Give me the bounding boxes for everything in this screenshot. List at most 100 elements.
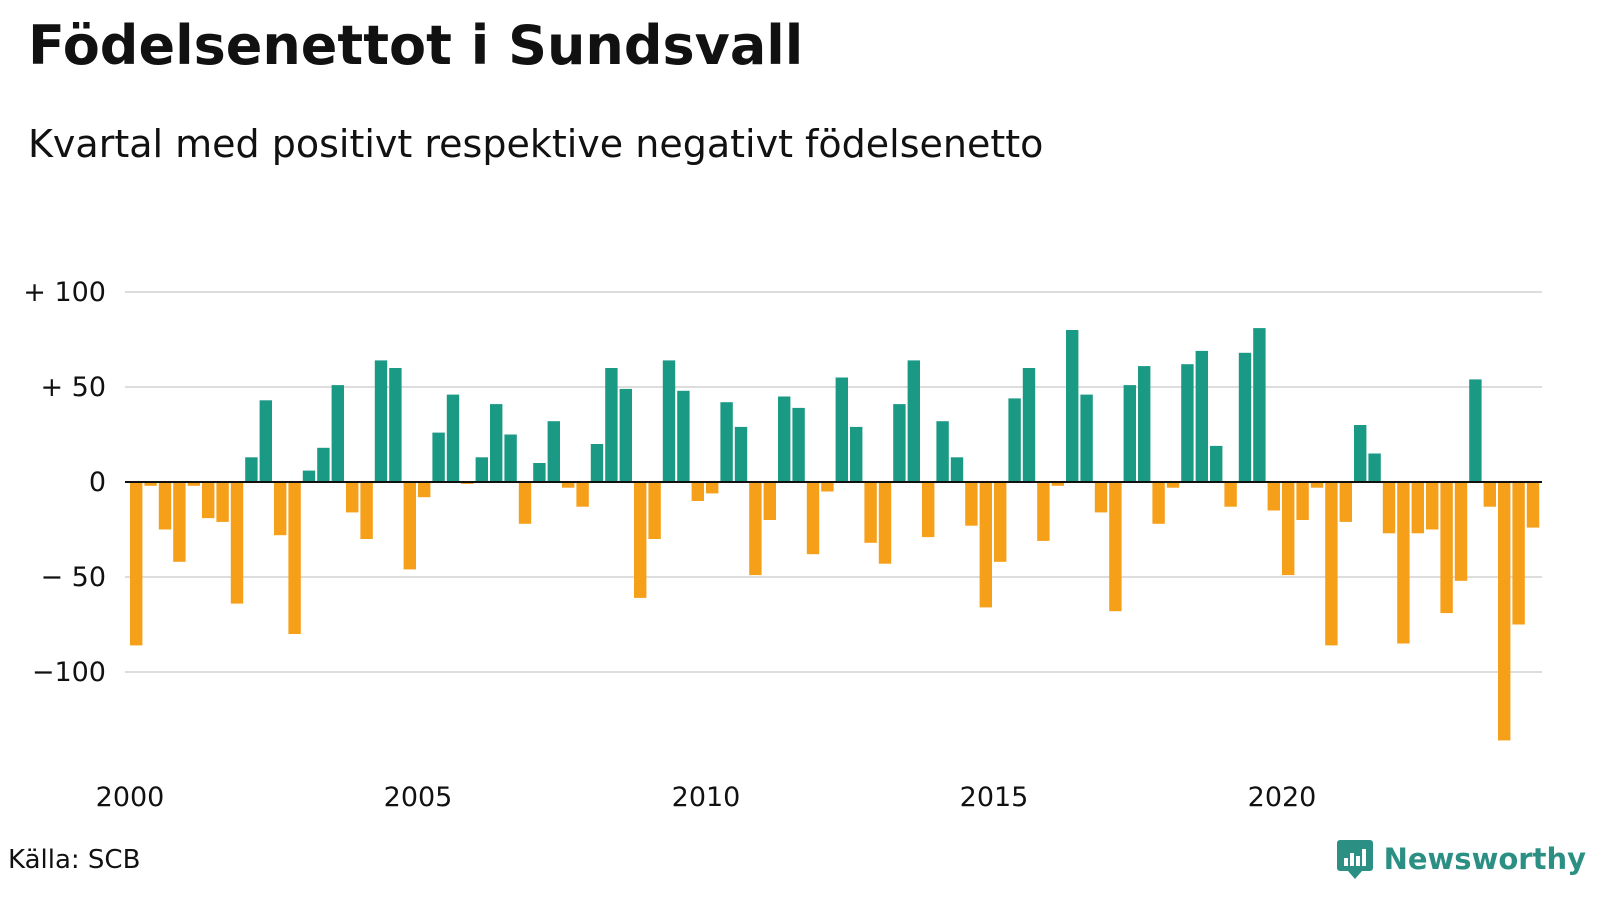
bar [749, 482, 762, 576]
bar [1224, 482, 1237, 507]
bar [979, 482, 992, 608]
bar [763, 482, 776, 520]
bar [1483, 482, 1496, 507]
bar [230, 482, 244, 604]
x-tick-label: 2020 [1248, 782, 1317, 813]
bar [619, 388, 632, 482]
bar [216, 482, 229, 522]
bar [374, 360, 388, 482]
bar [778, 396, 791, 482]
bar-chart: + 100 + 50 0 − 50 −100 2000 2005 2010 2015 2020 [23, 277, 1542, 813]
bar [1037, 482, 1050, 541]
y-tick-label: 0 [89, 467, 106, 498]
newsworthy-logo-icon [1336, 840, 1373, 879]
bar [1152, 482, 1165, 524]
bar [187, 482, 200, 486]
bar [835, 377, 848, 482]
bar [158, 482, 172, 530]
bar [1411, 482, 1424, 534]
bar [1296, 482, 1309, 520]
bar [994, 482, 1007, 562]
bar [418, 482, 431, 498]
bar [504, 434, 517, 482]
bar [691, 482, 704, 501]
x-tick-label: 2015 [960, 782, 1029, 813]
chart-title: Födelsenettot i Sundsvall [28, 14, 804, 77]
bar [562, 482, 575, 488]
x-tick-label: 2005 [384, 782, 453, 813]
bar [1512, 482, 1525, 625]
bar [1454, 482, 1468, 581]
bar [1325, 482, 1338, 646]
bar [1080, 394, 1093, 482]
bar [446, 394, 460, 482]
bar [144, 482, 157, 486]
y-tick-label: −100 [32, 657, 106, 688]
bar [360, 482, 373, 539]
bar [590, 444, 604, 482]
bar [1138, 366, 1151, 482]
bar [1267, 482, 1280, 511]
bar [662, 360, 676, 482]
bar [634, 482, 647, 598]
bar [1109, 482, 1122, 612]
bar [850, 426, 863, 482]
x-tick-label: 2010 [672, 782, 741, 813]
y-tick-label: + 100 [23, 277, 106, 308]
bar [202, 482, 215, 519]
bar [576, 482, 589, 507]
bar [922, 482, 935, 538]
bar [907, 360, 920, 482]
bar [288, 482, 301, 634]
bar [1195, 350, 1208, 482]
bar [1354, 425, 1367, 482]
y-tick-label: + 50 [40, 372, 106, 403]
bar [533, 463, 546, 482]
bar [1426, 482, 1439, 530]
bar [518, 482, 532, 524]
bar [173, 482, 186, 562]
brand-name: Newsworthy [1383, 842, 1586, 876]
bar [1498, 482, 1511, 741]
y-tick-label: − 50 [40, 562, 106, 593]
bar [893, 404, 906, 482]
bar [1526, 482, 1540, 528]
bar [1253, 328, 1266, 482]
bar [1181, 364, 1194, 482]
x-tick-label: 2000 [96, 782, 165, 813]
bar [475, 457, 488, 482]
bar [331, 385, 344, 482]
brand-logo: Newsworthy [1336, 838, 1586, 880]
chart-subtitle: Kvartal med positivt respektive negativt… [28, 122, 1044, 166]
bar [302, 470, 316, 482]
bar [547, 421, 560, 482]
bar [490, 404, 503, 482]
bar [1368, 453, 1381, 482]
bar [1123, 385, 1136, 482]
bar [1440, 482, 1453, 614]
bar [317, 447, 330, 482]
bar [1382, 482, 1396, 534]
bar [1051, 482, 1064, 486]
bar [1066, 330, 1079, 482]
bar [389, 368, 402, 482]
bar [878, 482, 892, 564]
bar [864, 482, 877, 543]
bar [1008, 398, 1021, 482]
bar [1310, 482, 1324, 488]
bar [821, 482, 834, 492]
bar [346, 482, 359, 513]
bar [677, 390, 690, 482]
bar [1339, 482, 1352, 522]
bar [1282, 482, 1295, 576]
bar [432, 432, 445, 482]
bar [1210, 445, 1223, 482]
bar [1397, 482, 1410, 644]
bar [259, 400, 272, 482]
bar [1238, 352, 1252, 482]
bar [1469, 379, 1482, 482]
bar [806, 482, 820, 555]
bar [648, 482, 661, 539]
bar [706, 482, 719, 494]
bar [792, 407, 805, 482]
